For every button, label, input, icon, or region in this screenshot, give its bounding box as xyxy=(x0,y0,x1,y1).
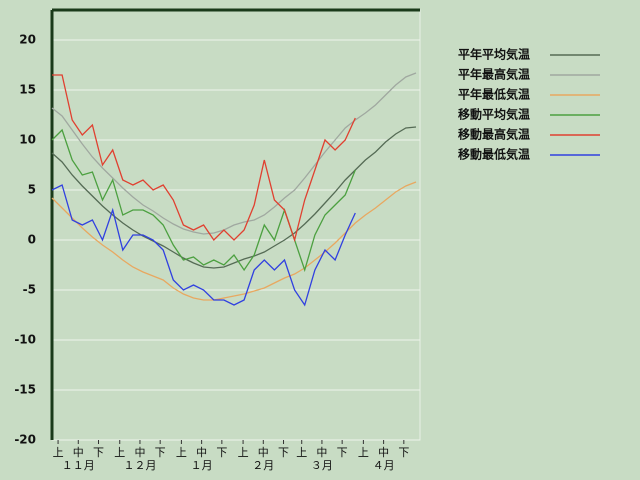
x-tick-label: 上 xyxy=(296,446,307,459)
y-tick-label: -15 xyxy=(14,383,36,397)
y-tick-label: -10 xyxy=(14,333,36,347)
month-label: １２月 xyxy=(123,459,156,472)
x-tick-label: 上 xyxy=(238,446,249,459)
month-label: ４月 xyxy=(373,459,395,472)
month-label: １１月 xyxy=(62,459,95,472)
legend-label: 移動最低気温 xyxy=(458,147,530,162)
series-line xyxy=(51,72,417,235)
y-tick-label: 0 xyxy=(28,233,36,247)
x-tick-label: 下 xyxy=(278,446,289,459)
series-line xyxy=(51,181,417,301)
legend-label: 平年最低気温 xyxy=(458,87,530,102)
series-line xyxy=(51,128,356,273)
month-label: ３月 xyxy=(311,459,333,472)
y-tick-label: 5 xyxy=(28,183,36,197)
legend-label: 移動最高気温 xyxy=(458,127,530,142)
x-tick-label: 中 xyxy=(73,446,84,459)
month-label: １月 xyxy=(191,459,213,472)
x-tick-label: 中 xyxy=(378,446,389,459)
x-tick-label: 上 xyxy=(114,446,125,459)
x-tick-label: 下 xyxy=(398,446,409,459)
x-tick-label: 中 xyxy=(258,446,269,459)
x-tick-label: 上 xyxy=(176,446,187,459)
x-tick-label: 下 xyxy=(93,446,104,459)
legend-label: 移動平均気温 xyxy=(458,107,530,122)
x-tick-label: 中 xyxy=(196,446,207,459)
legend-label: 平年最高気温 xyxy=(458,67,530,82)
x-tick-label: 中 xyxy=(316,446,327,459)
x-tick-label: 下 xyxy=(155,446,166,459)
x-tick-label: 下 xyxy=(216,446,227,459)
y-tick-label: 15 xyxy=(19,83,36,97)
y-tick-label: 20 xyxy=(19,33,36,47)
x-tick-label: 上 xyxy=(53,446,64,459)
y-tick-label: -5 xyxy=(23,283,36,297)
y-tick-label: 10 xyxy=(19,133,36,147)
series-line xyxy=(51,184,356,307)
x-tick-label: 下 xyxy=(337,446,348,459)
x-tick-label: 上 xyxy=(358,446,369,459)
y-tick-label: -20 xyxy=(14,433,36,447)
legend-label: 平年平均気温 xyxy=(458,47,530,62)
series-line xyxy=(52,74,356,243)
x-tick-label: 中 xyxy=(134,446,145,459)
month-label: ２月 xyxy=(252,459,274,472)
